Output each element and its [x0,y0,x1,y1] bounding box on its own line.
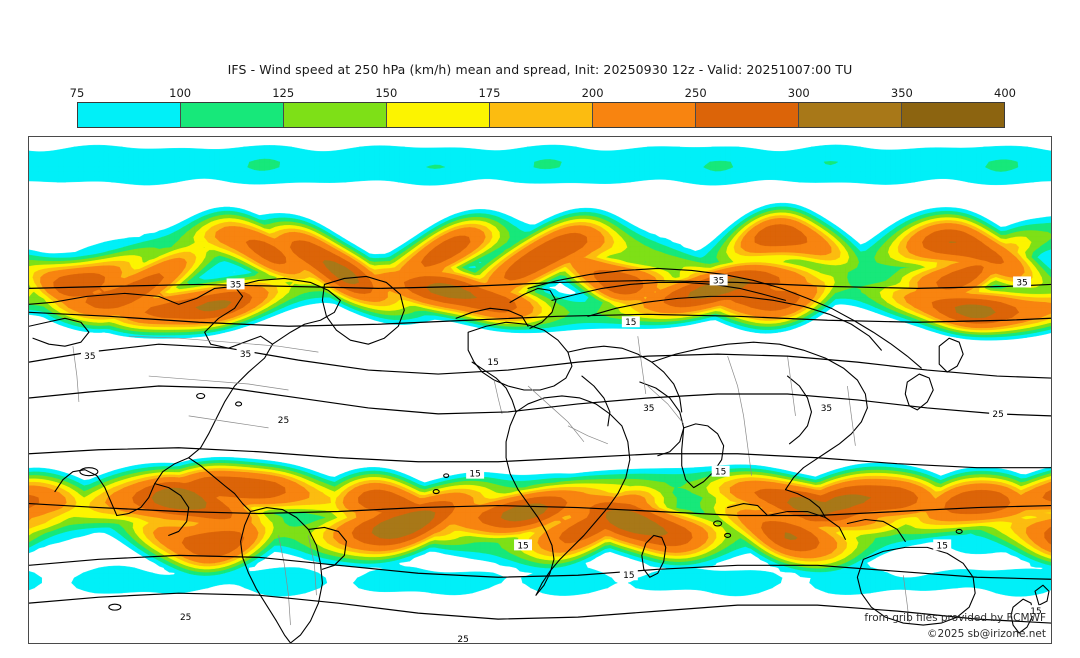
colorbar-band-100-125 [181,103,284,127]
svg-text:15: 15 [487,358,498,368]
colorbar-tick-150: 150 [375,86,398,100]
colorbar-tick-75: 75 [69,86,85,100]
map-plot-area: 35 35 35 35 35 35 35 25 25 15 15 15 15 1… [28,136,1052,644]
svg-text:35: 35 [1016,278,1027,288]
country-borders-layer [72,335,910,626]
coastlines-layer [29,267,1050,643]
colorbar-band-225-300 [593,103,696,127]
svg-text:25: 25 [992,410,1003,420]
colorbar-bands [77,102,1005,128]
svg-text:15: 15 [1030,607,1041,617]
svg-text:35: 35 [230,280,241,290]
colorbar-tick-labels: 75100125150175200250300350400450 [70,86,1016,102]
colorbar-band-400-450 [902,103,1004,127]
colorbar-tick-200: 200 [581,86,604,100]
wind-band-250 [29,224,1051,558]
colorbar-tick-125: 125 [272,86,295,100]
colorbar-band-125-150 [284,103,387,127]
page-title: IFS - Wind speed at 250 hPa (km/h) mean … [227,62,853,77]
colorbar-tick-350: 350 [890,86,913,100]
svg-text:15: 15 [469,470,480,480]
svg-text:25: 25 [278,416,289,426]
svg-text:35: 35 [821,404,832,414]
svg-text:15: 15 [517,541,528,551]
colorbar-tick-300: 300 [787,86,810,100]
svg-text:35: 35 [643,404,654,414]
svg-text:35: 35 [240,350,251,360]
svg-text:25: 25 [180,613,191,623]
svg-text:15: 15 [936,541,947,551]
svg-text:15: 15 [623,571,634,581]
colorbar-band-350-400 [799,103,902,127]
colorbar-band-300-350 [696,103,799,127]
colorbar-tick-100: 100 [169,86,192,100]
colorbar-band-75-100 [78,103,181,127]
colorbar-band-150-175 [387,103,490,127]
svg-text:15: 15 [715,468,726,478]
svg-text:35: 35 [713,276,724,286]
wind-speed-map: 35 35 35 35 35 35 35 25 25 15 15 15 15 1… [29,137,1051,643]
svg-text:25: 25 [457,635,468,643]
svg-text:15: 15 [625,318,636,328]
colorbar-band-175-225 [490,103,593,127]
svg-text:35: 35 [84,352,95,362]
colorbar: 75100125150175200250300350400450 [70,86,1016,128]
spread-contour-layer [29,279,1051,624]
data-source-credit: from grib files provided by ECMWF [864,612,1046,624]
copyright-credit: ©2025 sb@irizone.net [927,628,1046,640]
colorbar-tick-175: 175 [478,86,501,100]
colorbar-tick-250: 250 [684,86,707,100]
colorbar-tick-400: 400 [994,86,1016,100]
spread-contour-labels: 35 35 35 35 35 35 35 25 25 15 15 15 15 1… [80,274,1046,643]
